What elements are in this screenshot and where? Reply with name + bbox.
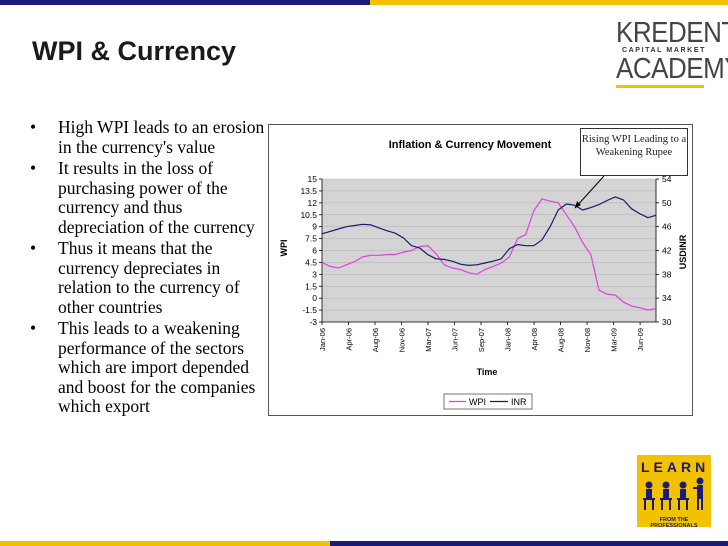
- x-tick-label: Jun-07: [451, 328, 460, 351]
- y-right-tick-label: 38: [662, 269, 672, 279]
- bullet-dot: •: [30, 318, 37, 338]
- bullet-text: This leads to a weakening performance of…: [58, 318, 256, 416]
- bullet-text: High WPI leads to an erosion in the curr…: [58, 117, 265, 157]
- x-tick-label: Apr-06: [345, 328, 354, 351]
- logo-line-capital-market: CAPITAL MARKET: [622, 47, 706, 54]
- y-right-tick-label: 30: [662, 317, 672, 327]
- x-tick-label: Jan-06: [318, 328, 327, 351]
- logo-line-kredent: KREDENT: [616, 15, 728, 49]
- y-left-tick-label: 13.5: [300, 186, 317, 196]
- x-tick-label: Jun-09: [636, 328, 645, 351]
- x-tick-label: Nov-08: [583, 328, 592, 352]
- y-left-tick-label: -1.5: [302, 305, 317, 315]
- x-tick-label: Mar-07: [424, 328, 433, 352]
- learn-tagline: FROM THE PROFESSIONALS: [650, 517, 698, 529]
- logo-line-academy: ACADEMY: [616, 51, 728, 85]
- series-lines: [321, 196, 657, 311]
- legend-wpi-label: WPI: [469, 397, 486, 407]
- callout-pointer: [574, 175, 605, 209]
- x-tick-label: Apr-08: [530, 328, 539, 351]
- y-left-tick-label: 7.5: [305, 234, 317, 244]
- learn-word: LEARN: [641, 459, 710, 475]
- y-right-axis-label: USDINR: [678, 234, 688, 269]
- x-tick-label: Jan-08: [504, 328, 513, 351]
- slide-title: WPI & Currency: [32, 36, 237, 66]
- tick-labels: 15 13.5 12 10.5 9 7.5 64.5 3 1.5 0 -1.5 -3 54 50 46 42 3…: [300, 174, 671, 352]
- bullet-text: It results in the loss of purchasing pow…: [58, 158, 255, 237]
- chart-title: Inflation & Currency Movement: [389, 139, 552, 151]
- students-icon: [643, 477, 704, 510]
- y-left-tick-label: 1.5: [305, 281, 317, 291]
- y-right-tick-label: 54: [662, 174, 672, 184]
- y-left-tick-label: 10.5: [300, 210, 317, 220]
- axes: [319, 178, 659, 325]
- top-gold-bar: [370, 0, 728, 5]
- bullet-item: • It results in the loss of purchasing po…: [30, 158, 268, 237]
- bullet-dot: •: [30, 158, 37, 178]
- series-line-wpi: [321, 198, 657, 311]
- x-tick-label: Nov-06: [398, 328, 407, 352]
- bullet-item: • This leads to a weakening performance o…: [30, 318, 268, 417]
- bottom-navy-bar: [330, 541, 728, 546]
- legend-box: [443, 393, 533, 410]
- y-left-tick-label: 15: [308, 174, 318, 184]
- legend-inr-label: INR: [511, 397, 527, 407]
- bullet-item: • High WPI leads to an erosion in the cur…: [30, 117, 268, 157]
- bullet-item: • Thus it means that the currency depreci…: [30, 238, 268, 317]
- logo-underline: [616, 85, 704, 88]
- learn-badge: LEARN FROM THE PROFESSIONALS: [637, 455, 711, 529]
- x-tick-label: Sep-07: [477, 328, 486, 352]
- bullet-dot: •: [30, 238, 37, 258]
- y-right-tick-label: 46: [662, 222, 672, 232]
- x-tick-label: Mar-09: [610, 328, 619, 352]
- callout-arrowhead: [575, 201, 581, 208]
- callout-box: Rising WPI Leading to a Weakening Rupee: [580, 128, 688, 176]
- y-left-tick-label: 6: [312, 246, 317, 256]
- y-left-tick-label: 9: [312, 222, 317, 232]
- top-navy-bar: [0, 0, 370, 5]
- x-tick-label: Aug-06: [371, 328, 380, 352]
- y-left-tick-label: -3: [309, 317, 317, 327]
- y-left-tick-label: 4.5: [305, 257, 317, 267]
- x-axis-label: Time: [477, 367, 498, 377]
- x-tick-label: Aug-08: [557, 328, 566, 352]
- bottom-gold-bar: [0, 541, 330, 546]
- y-left-tick-label: 3: [312, 269, 317, 279]
- y-right-tick-label: 42: [662, 246, 672, 256]
- y-right-tick-label: 34: [662, 293, 672, 303]
- bullet-list: • High WPI leads to an erosion in the cur…: [30, 117, 268, 419]
- y-left-tick-label: 0: [312, 293, 317, 303]
- series-line-inr: [321, 196, 657, 266]
- y-left-tick-label: 12: [308, 198, 318, 208]
- chart-legend: WPI INR: [443, 393, 533, 410]
- y-left-axis-label: WPI: [279, 240, 289, 257]
- kredent-logo: KREDENT CAPITAL MARKET ACADEMY: [616, 15, 728, 88]
- bullet-text: Thus it means that the currency deprecia…: [58, 238, 240, 317]
- y-right-tick-label: 50: [662, 198, 672, 208]
- bullet-dot: •: [30, 117, 37, 137]
